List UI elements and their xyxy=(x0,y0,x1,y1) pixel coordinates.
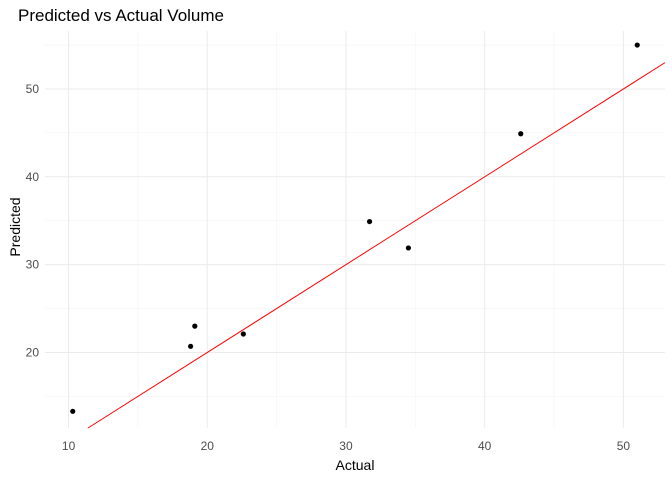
y-tick-label: 40 xyxy=(26,170,40,184)
x-axis-title: Actual xyxy=(336,457,375,473)
data-point xyxy=(518,131,524,137)
data-point xyxy=(188,343,194,349)
x-tick-label: 50 xyxy=(617,439,631,453)
data-point xyxy=(634,42,640,48)
x-tick-label: 40 xyxy=(478,439,492,453)
plot-grid xyxy=(45,31,665,428)
x-tick-labels: 10 20 30 40 50 xyxy=(62,439,630,453)
data-point xyxy=(405,245,412,251)
data-point xyxy=(70,408,76,414)
x-tick-label: 20 xyxy=(201,439,215,453)
y-tick-label: 20 xyxy=(26,345,40,359)
y-tick-labels: 20 30 40 50 xyxy=(26,82,40,359)
y-tick-label: 50 xyxy=(26,82,40,96)
y-axis-title: Predicted xyxy=(7,197,23,256)
reference-line xyxy=(87,62,666,429)
x-tick-label: 30 xyxy=(339,439,353,453)
data-point xyxy=(366,218,373,225)
y-tick-label: 30 xyxy=(26,258,40,272)
data-points xyxy=(70,42,640,414)
data-point xyxy=(192,323,198,329)
data-point xyxy=(240,331,246,337)
reference-line-group xyxy=(87,62,666,429)
x-tick-label: 10 xyxy=(62,439,76,453)
chart-title: Predicted vs Actual Volume xyxy=(18,6,224,25)
